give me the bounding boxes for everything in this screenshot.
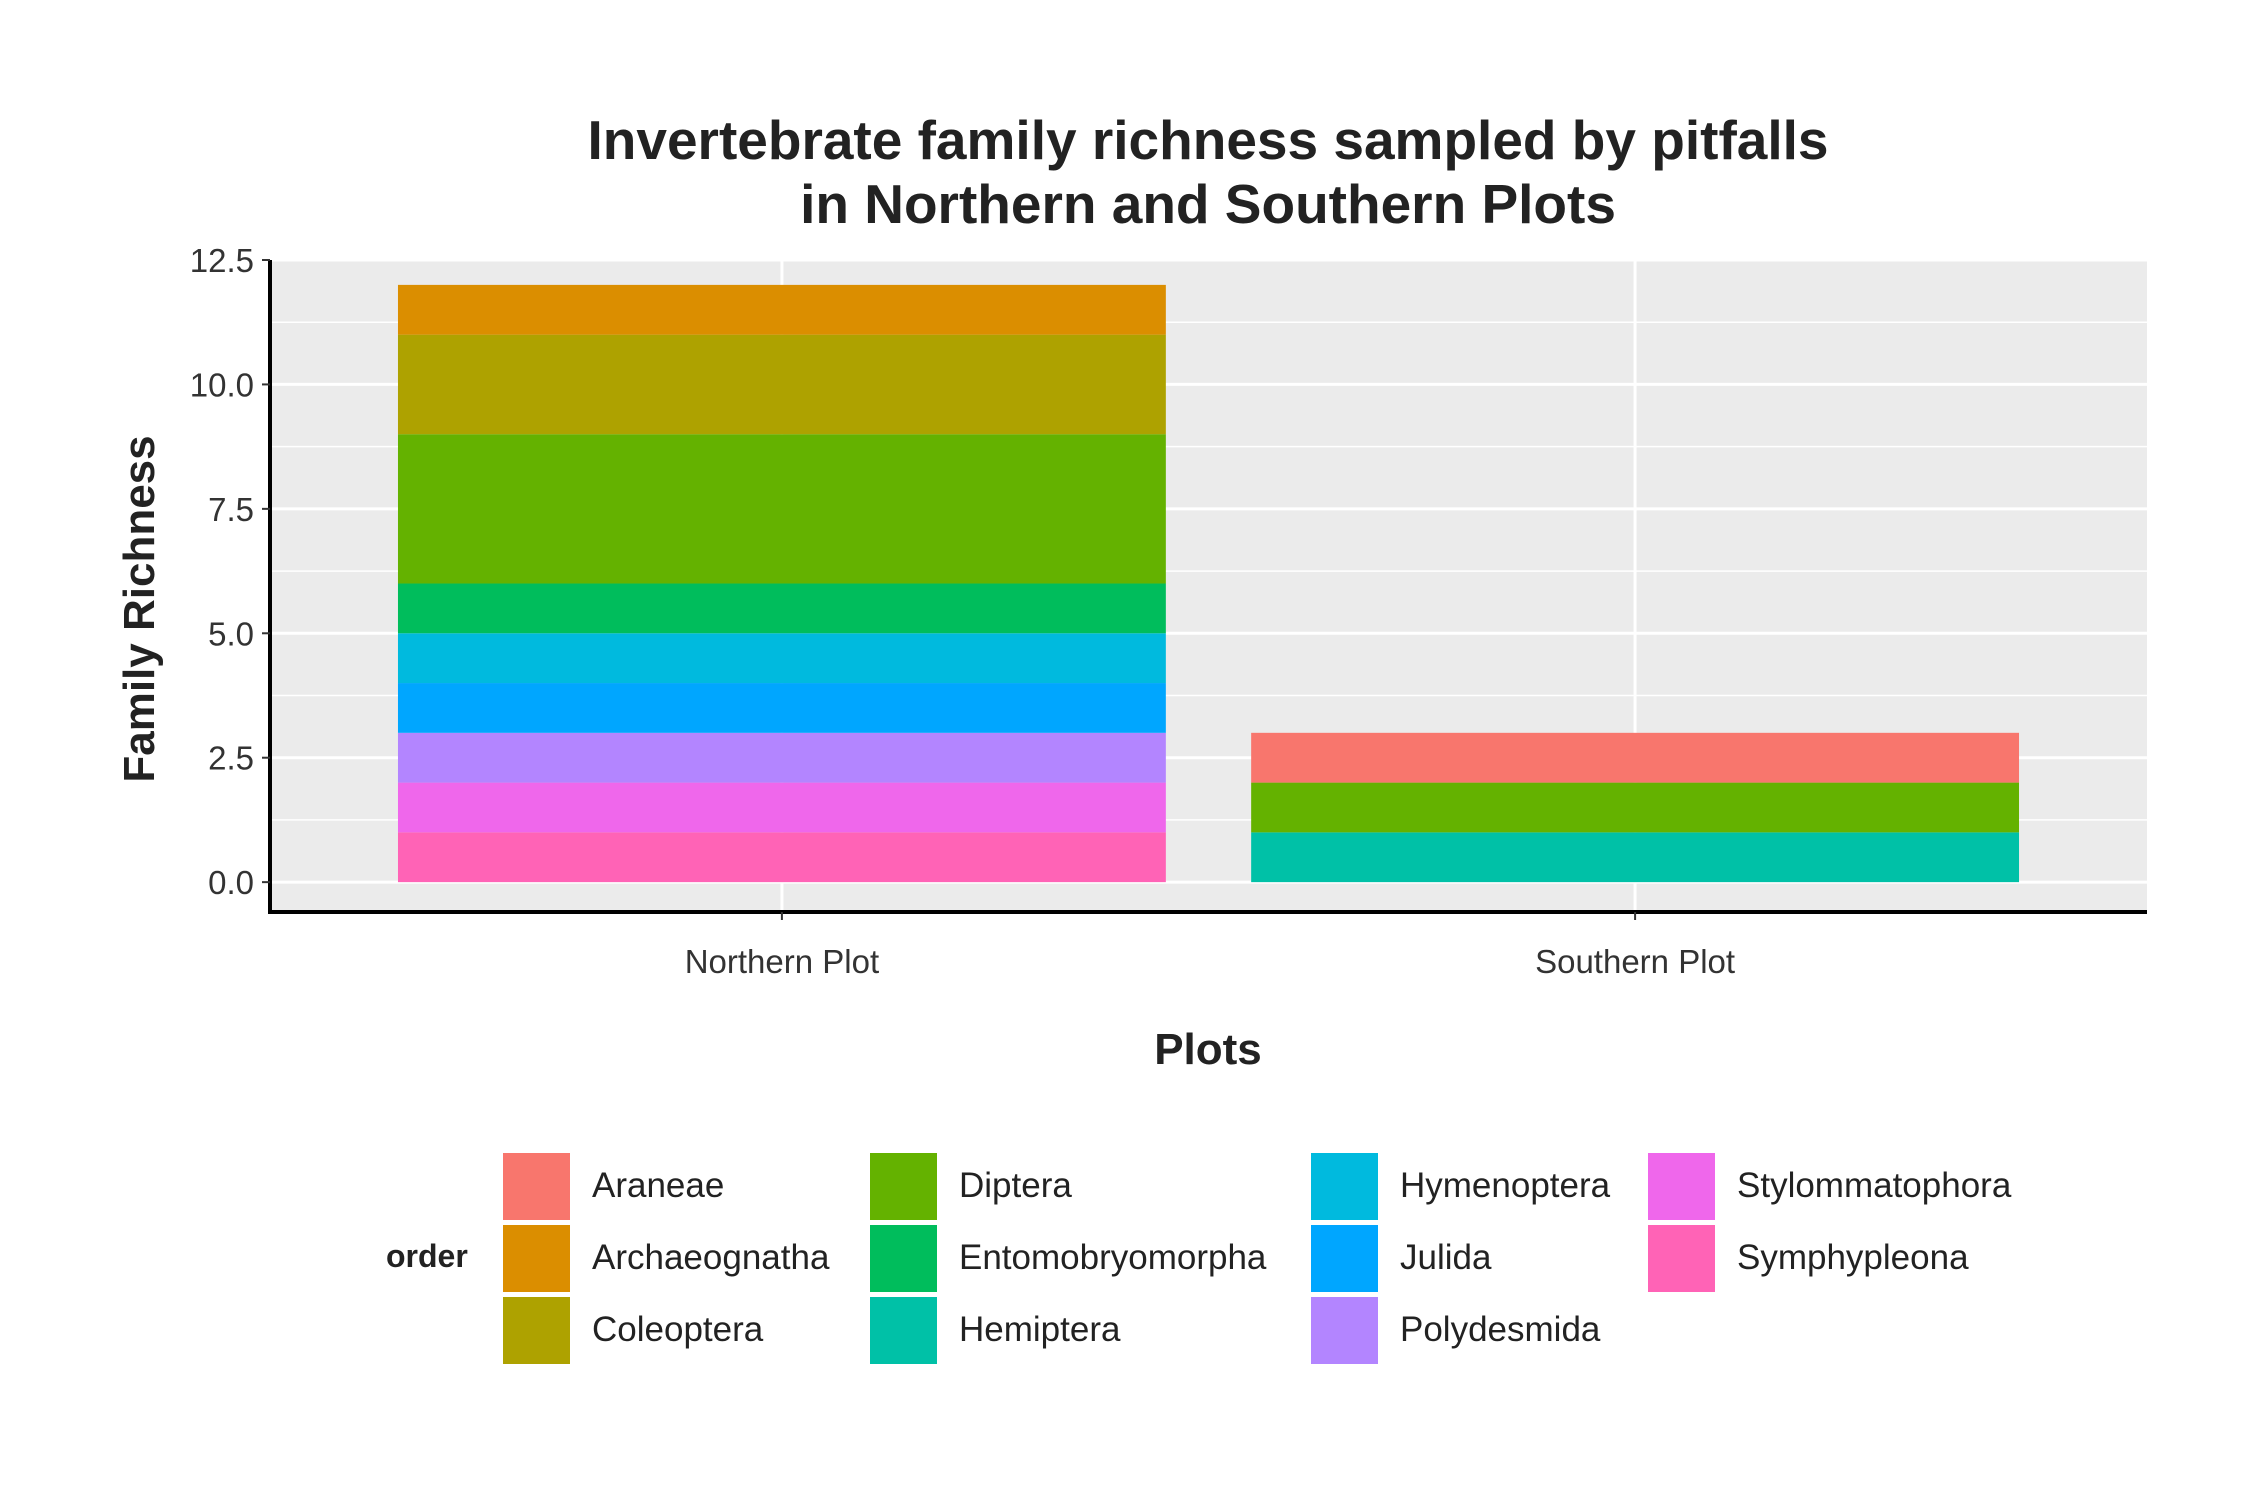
x-axis-title: Plots — [1154, 1025, 1262, 1074]
legend-label: Diptera — [959, 1166, 1072, 1205]
legend-label: Stylommatophora — [1737, 1166, 2012, 1205]
legend-key — [503, 1297, 570, 1364]
x-tick-label: Southern Plot — [1535, 943, 1735, 980]
y-tick-label: 5.0 — [208, 615, 254, 652]
chart-title: Invertebrate family richness sampled by … — [0, 108, 2250, 236]
legend-label: Coleoptera — [592, 1310, 764, 1349]
bar-segment — [1251, 832, 2020, 883]
legend-key — [870, 1153, 937, 1220]
legend-label: Archaeognatha — [592, 1238, 830, 1277]
axis-ticks: 0.0 2.5 5.0 7.5 10.0 12.5 Northern Plot Souther… — [190, 242, 1735, 980]
y-tick-label: 10.0 — [190, 366, 254, 403]
legend-label: Polydesmida — [1400, 1310, 1601, 1349]
bar-segment — [397, 334, 1166, 435]
legend-label: Julida — [1400, 1238, 1492, 1277]
y-tick-label: 7.5 — [208, 491, 254, 528]
bar-segment — [397, 583, 1166, 634]
chart-title-line-2: in Northern and Southern Plots — [800, 173, 1616, 235]
y-axis-title: Family Richness — [115, 435, 164, 783]
legend-key — [870, 1225, 937, 1292]
legend-key — [1311, 1297, 1378, 1364]
x-tick-label: Northern Plot — [685, 943, 879, 980]
legend-label: Araneae — [592, 1166, 725, 1205]
axes — [268, 260, 2147, 914]
bar-segment — [1251, 782, 2020, 833]
bar-segment — [397, 683, 1166, 733]
legend-key — [503, 1225, 570, 1292]
legend-label: Hemiptera — [959, 1310, 1121, 1349]
chart-title-line-1: Invertebrate family richness sampled by … — [587, 109, 1829, 171]
y-tick-label: 12.5 — [190, 242, 254, 279]
bar-segment — [397, 782, 1166, 833]
legend-label: Hymenoptera — [1400, 1166, 1611, 1205]
bar-stacks — [397, 284, 2020, 883]
bar-segment — [397, 832, 1166, 883]
legend-key — [1311, 1153, 1378, 1220]
legend-key — [1648, 1225, 1715, 1292]
bar-segment — [397, 284, 1166, 335]
legend-title: order — [386, 1238, 468, 1274]
y-tick-label: 0.0 — [208, 864, 254, 901]
legend-key — [1648, 1153, 1715, 1220]
bar-segment — [1251, 732, 2020, 783]
bar-segment — [397, 633, 1166, 684]
legend-label: Entomobryomorpha — [959, 1238, 1267, 1277]
bar-segment — [397, 732, 1166, 783]
legend-key — [1311, 1225, 1378, 1292]
legend-label: Symphypleona — [1737, 1238, 1969, 1277]
legend-key — [503, 1153, 570, 1220]
bar-segment — [397, 434, 1166, 584]
y-tick-label: 2.5 — [208, 740, 254, 777]
legend-key — [870, 1297, 937, 1364]
